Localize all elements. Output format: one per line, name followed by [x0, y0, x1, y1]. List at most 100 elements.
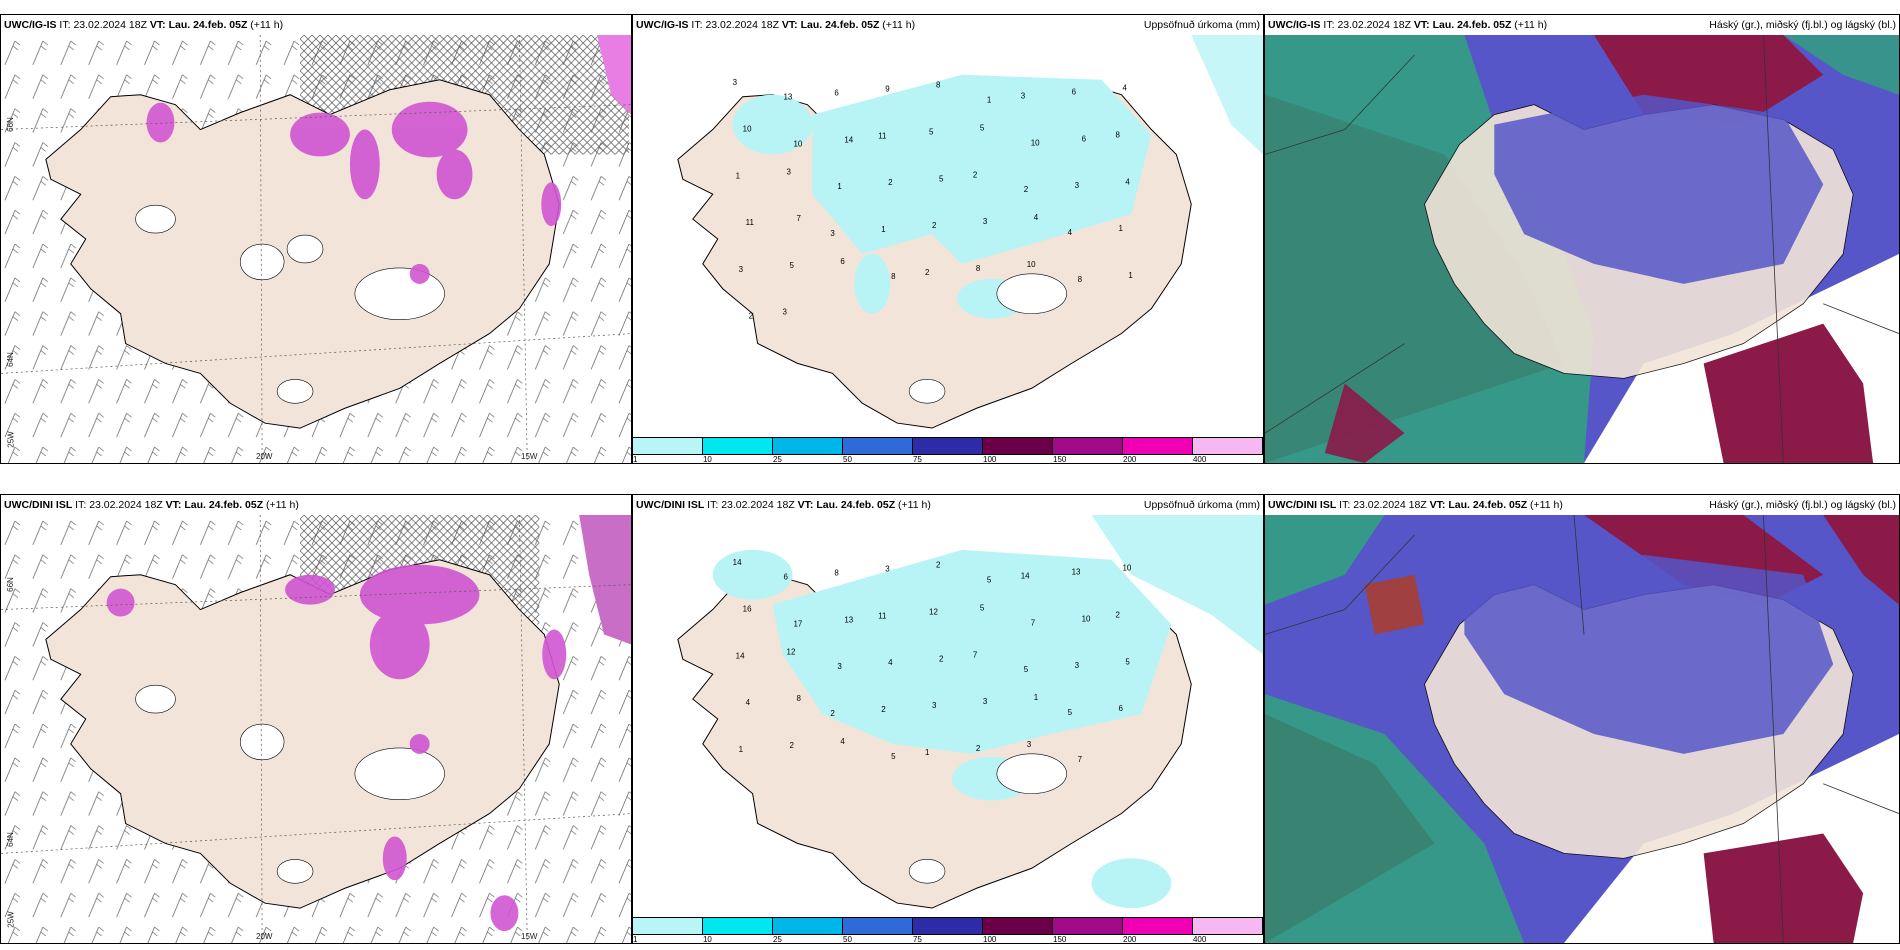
precip-value-label: 3: [1075, 661, 1080, 670]
cloud-map[interactable]: [1265, 35, 1899, 463]
precip-value-label: 3: [983, 217, 988, 226]
precip-value-label: 2: [932, 221, 937, 230]
precip-value-label: 2: [749, 312, 754, 321]
it-label: IT:: [707, 499, 719, 511]
precip-value-label: 3: [983, 697, 988, 706]
precip-value-label: 14: [1021, 572, 1030, 581]
precip-value-label: 10: [743, 125, 752, 134]
wind-map[interactable]: 66N 64N 25W 20W 15W: [1, 515, 631, 943]
precip-value-label: 2: [976, 744, 981, 753]
valid-time: Lau. 24.feb. 05Z: [1448, 499, 1528, 511]
vt-label: VT:: [797, 499, 814, 511]
precip-value-label: 4: [840, 737, 845, 746]
precip-value-label: 1: [987, 96, 992, 105]
precip-value-label: 3: [787, 167, 792, 176]
colorbar-label: 400: [1192, 935, 1207, 944]
lead-time: (+11 h): [250, 19, 284, 31]
vt-label: VT:: [149, 19, 166, 31]
precip-value-label: 13: [784, 93, 793, 102]
precip-value-label: 4: [1125, 177, 1130, 186]
colorbar-swatch: [1193, 918, 1263, 934]
init-time: 23.02.2024 18Z: [705, 19, 779, 31]
colorbar-label: 1: [633, 935, 638, 944]
colorbar-label: 150: [1053, 935, 1067, 944]
colorbar-label: 200: [1123, 935, 1137, 944]
precip-value-label: 12: [787, 647, 796, 656]
colorbar-swatch: [913, 918, 983, 934]
it-label: IT:: [1339, 499, 1351, 511]
lat-tick-64n: 64N: [5, 832, 15, 847]
precip-value-label: 1: [837, 182, 842, 191]
colorbar-swatch: [983, 438, 1053, 454]
precip-value-label: 2: [973, 170, 978, 179]
colorbar-swatch: [633, 918, 703, 934]
colorbar-label: 200: [1123, 455, 1137, 464]
lat-tick-66n: 66N: [5, 577, 15, 592]
lead-time: (+11 h): [882, 19, 916, 31]
colorbar-label: 50: [843, 455, 852, 464]
vt-label: VT:: [1429, 499, 1446, 511]
wind-map-panel-top: UWC/IG-IS IT: 23.02.2024 18Z VT: Lau. 24…: [0, 14, 632, 464]
model-name: UWC/IG-IS: [4, 19, 57, 31]
lead-time: (+11 h): [898, 499, 931, 511]
wind-map[interactable]: 66N 64N 25W 20W 15W: [1, 35, 631, 463]
precip-value-label: 11: [878, 131, 887, 140]
precip-value-label: 8: [796, 694, 801, 703]
init-time: 23.02.2024 18Z: [73, 19, 147, 31]
precip-map[interactable]: 3 13 6 9 8 1 3 6 4 10 10 14 11 5 5 10 6 8 1 3 1 2 5 2 2 3 4 11 7 3 1 2 3…: [633, 35, 1263, 437]
precip-value-label: 6: [1118, 704, 1123, 713]
precip-value-label: 17: [793, 619, 802, 628]
lon-tick-15w: 15W: [521, 452, 538, 461]
model-name: UWC/DINI ISL: [4, 499, 73, 511]
precip-map[interactable]: 14 6 8 3 2 5 14 13 10 16 17 13 11 12 5 7 10 2 14 12 3 4 2 7 5 3 5 4…: [633, 515, 1263, 917]
init-time: 23.02.2024 18Z: [89, 499, 163, 511]
precip-value-label: 11: [878, 611, 887, 620]
colorbar-swatch: [1053, 438, 1123, 454]
colorbar-label: 10: [702, 935, 712, 944]
precip-value-label: 5: [987, 576, 992, 585]
precip-value-label: 3: [885, 565, 890, 574]
colorbar-swatch: [773, 918, 843, 934]
wind-map-panel-bottom: UWC/DINI ISL IT: 23.02.2024 18Z VT: Lau.…: [0, 494, 632, 944]
snow-areas: [146, 101, 562, 284]
cloud-title: Háský (gr.), miðský (fj.bl.) og lágský (…: [1709, 19, 1896, 31]
colorbar-swatch: [1123, 438, 1193, 454]
lon-tick-20w: 20W: [256, 452, 273, 461]
precip-value-label: 4: [888, 658, 893, 667]
lat-tick-25w: 25W: [6, 431, 16, 448]
precip-value-label: 14: [844, 135, 853, 144]
precip-value-label: 5: [929, 128, 934, 137]
colorbar-swatch: [773, 438, 843, 454]
it-label: IT:: [59, 19, 71, 31]
panel-header: UWC/DINI ISL IT: 23.02.2024 18Z VT: Lau.…: [633, 495, 1263, 515]
panel-header: UWC/IG-IS IT: 23.02.2024 18Z VT: Lau. 24…: [1265, 15, 1899, 35]
it-label: IT:: [1323, 19, 1335, 31]
precip-map-panel-top: UWC/IG-IS IT: 23.02.2024 18Z VT: Lau. 24…: [632, 14, 1264, 464]
valid-time: Lau. 24.feb. 05Z: [1432, 19, 1512, 31]
lead-time: (+11 h): [1514, 19, 1548, 31]
cloud-map-panel-top: UWC/IG-IS IT: 23.02.2024 18Z VT: Lau. 24…: [1264, 14, 1900, 464]
precip-value-label: 3: [837, 662, 842, 671]
panel-header: UWC/IG-IS IT: 23.02.2024 18Z VT: Lau. 24…: [1, 15, 631, 35]
model-name: UWC/DINI ISL: [636, 499, 705, 511]
precip-value-label: 13: [1072, 568, 1081, 577]
init-time: 23.02.2024 18Z: [721, 499, 795, 511]
panel-header: UWC/DINI ISL IT: 23.02.2024 18Z VT: Lau.…: [1265, 495, 1899, 515]
lat-tick-66n: 66N: [5, 117, 15, 132]
precip-value-label: 14: [733, 558, 742, 567]
cloud-map[interactable]: [1265, 515, 1899, 943]
precip-value-label: 9: [885, 85, 890, 94]
colorbar-swatch: [983, 918, 1053, 934]
vt-label: VT:: [165, 499, 182, 511]
precip-value-label: 6: [1082, 134, 1087, 143]
init-time: 23.02.2024 18Z: [1353, 499, 1427, 511]
valid-time: Lau. 24.feb. 05Z: [800, 19, 880, 31]
precip-value-label: 7: [796, 214, 801, 223]
panel-header: UWC/IG-IS IT: 23.02.2024 18Z VT: Lau. 24…: [633, 15, 1263, 35]
precip-value-label: 5: [891, 752, 896, 761]
model-name: UWC/IG-IS: [636, 19, 689, 31]
precip-value-label: 1: [739, 745, 744, 754]
precip-value-label: 2: [881, 705, 886, 714]
colorbar-label: 400: [1192, 455, 1207, 464]
